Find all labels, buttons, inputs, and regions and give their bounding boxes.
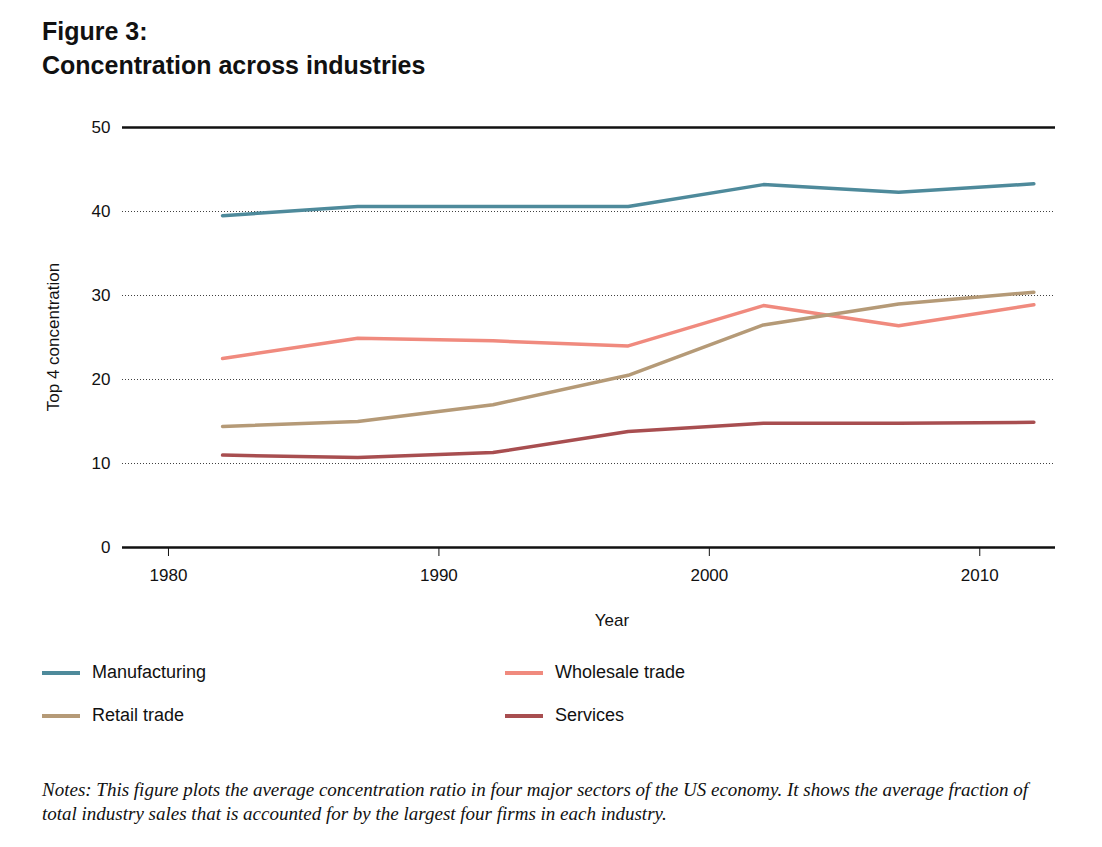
svg-text:0: 0 (101, 538, 110, 557)
html-text:Retail trade: Retail trade (92, 705, 185, 725)
html-text:Notes: This figure plots the a: Notes: This figure plots the average con… (42, 779, 1029, 824)
html-text:Manufacturing: Manufacturing (92, 662, 207, 682)
svg-text:30: 30 (92, 286, 111, 305)
svg-text:10: 10 (92, 454, 111, 473)
html-text:Concentration across industrie: Concentration across industries (42, 51, 426, 79)
svg-text:50: 50 (92, 118, 111, 137)
svg-text:1980: 1980 (150, 566, 188, 585)
html-text:Year: Year (594, 611, 630, 630)
svg-text:1990: 1990 (420, 566, 458, 585)
html-text:Figure 3:: Figure 3: (42, 17, 148, 45)
html-text:Wholesale trade: Wholesale trade (555, 662, 686, 682)
svg-text:2000: 2000 (690, 566, 728, 585)
html-text:Top 4 concentration: Top 4 concentration (44, 262, 63, 412)
html-text:Services: Services (555, 705, 624, 725)
svg-text:2010: 2010 (961, 566, 999, 585)
svg-text:20: 20 (92, 370, 111, 389)
svg-text:40: 40 (92, 202, 111, 221)
